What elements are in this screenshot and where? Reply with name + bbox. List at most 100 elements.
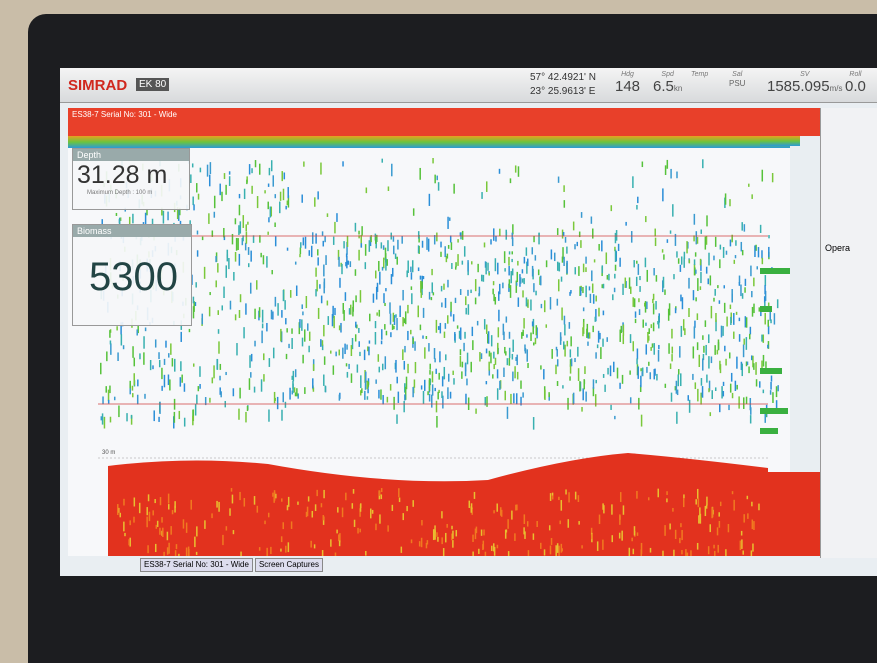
echo-speckle [209,398,211,403]
echo-speckle [730,317,732,325]
seabed-speckle [662,551,664,556]
echo-speckle [455,267,457,270]
echo-speckle [488,273,490,276]
echo-speckle [233,388,235,396]
echo-speckle [366,188,368,194]
echo-speckle [463,343,465,351]
echo-speckle [560,332,562,345]
echo-speckle [447,387,449,399]
echo-speckle [220,391,222,397]
echo-speckle [375,271,377,279]
biomass-value: 5300 [73,237,191,300]
echo-speckle [198,386,200,391]
echo-speckle [543,369,545,379]
seabed-speckle [511,511,512,520]
echo-speckle [385,356,387,369]
echo-speckle [333,237,335,245]
echo-speckle [261,331,263,344]
echo-speckle [218,341,220,353]
seabed-speckle [506,529,508,532]
seabed-speckle [427,540,429,544]
echo-speckle [686,241,688,253]
echo-speckle [309,332,311,341]
echo-speckle [756,379,758,386]
echo-speckle [361,243,363,247]
seabed-speckle [612,535,614,542]
echo-speckle [121,334,123,345]
tab[interactable]: Screen Captures [255,558,323,572]
echo-speckle [404,318,406,323]
echo-speckle [652,343,654,347]
echo-speckle [303,161,305,166]
echo-speckle [629,277,631,288]
echo-speckle [582,327,584,336]
seabed-speckle [156,525,158,529]
seabed-speckle [472,535,474,542]
echo-speckle [625,222,627,226]
echo-speckle [431,297,433,300]
seabed-speckle [536,521,538,527]
echo-speckle [618,244,620,251]
echo-speckle [283,290,285,301]
echo-speckle [249,378,251,390]
biomass-panel: Biomass 5300 [72,224,192,326]
echo-speckle [750,327,752,335]
echo-speckle [418,245,420,253]
echo-speckle [637,197,639,203]
echo-speckle [475,279,477,291]
echo-speckle [673,274,675,279]
echo-speckle [548,392,550,397]
echo-speckle [514,366,516,378]
depth-note: Maximum Depth : 100 m [73,190,189,196]
echo-speckle [486,325,488,334]
seabed-speckle [717,527,719,535]
seabed-speckle [272,493,274,497]
echo-speckle [713,298,715,302]
echo-speckle [555,365,557,374]
echo-speckle [301,304,303,309]
echo-speckle [419,168,421,180]
echo-speckle [404,346,406,352]
seabed-speckle [312,511,314,518]
echo-speckle [132,214,134,224]
echo-speckle [271,310,273,319]
echo-speckle [692,374,694,380]
echo-speckle [672,204,674,216]
seabed-speckle [316,490,318,496]
echo-speckle [587,342,589,346]
echo-speckle [282,392,284,402]
echo-speckle [491,335,493,346]
seabed-speckle [281,536,283,542]
echo-speckle [579,381,581,391]
echo-speckle [341,264,343,274]
seabed-speckle [323,490,325,498]
seabed-speckle [673,550,675,556]
tab[interactable]: ES38-7 Serial No: 301 - Wide [140,558,253,572]
echo-speckle [443,284,445,290]
echo-speckle [591,216,593,223]
echo-speckle [746,337,748,350]
echo-speckle [321,296,323,304]
echo-speckle [708,356,710,368]
surface-gradient [68,136,790,148]
echo-speckle [393,326,395,329]
echo-speckle [421,292,423,298]
echo-speckle [646,302,648,309]
echo-speckle [714,289,716,296]
echo-speckle [451,242,453,250]
echo-speckle [681,326,683,337]
echo-speckle [334,308,336,315]
echo-speckle [221,192,223,201]
echo-speckle [250,283,252,294]
echo-speckle [557,228,559,235]
echo-speckle [292,384,294,393]
echo-speckle [723,391,725,396]
seabed-speckle [742,551,744,555]
echo-speckle [453,378,455,384]
echo-speckle [577,242,579,246]
echo-speckle [693,290,695,300]
echo-speckle [655,301,657,310]
echo-speckle [407,364,409,373]
seabed-speckle [687,553,689,556]
echo-speckle [477,321,479,326]
